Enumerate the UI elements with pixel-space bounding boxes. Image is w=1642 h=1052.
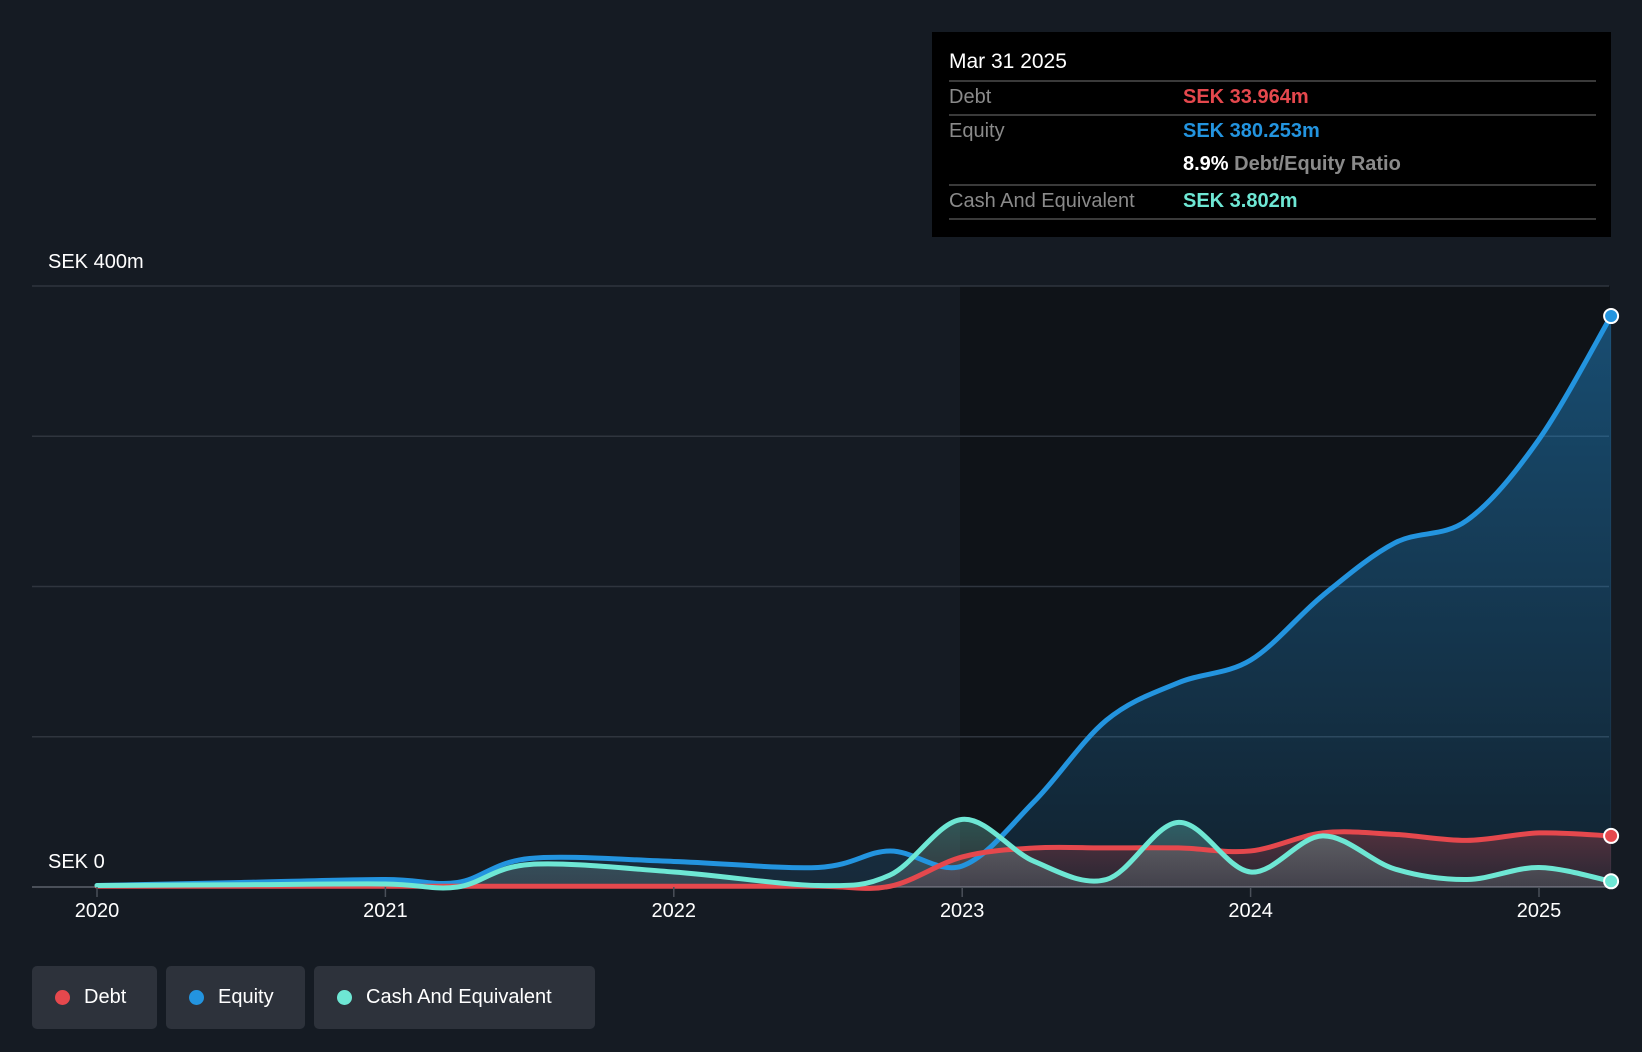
cash-and-equivalent-area — [97, 819, 1612, 888]
debt-end-point — [1603, 827, 1620, 844]
ratio-label: Debt/Equity Ratio — [1234, 153, 1401, 175]
x-tick-label: 2022 — [651, 900, 697, 922]
legend-cash[interactable]: Cash And Equivalent — [314, 966, 595, 1029]
debt-dot-icon — [55, 990, 70, 1005]
legend-debt[interactable]: Debt — [32, 966, 157, 1029]
tooltip-row-debt: Debt SEK 33.964m — [949, 80, 1596, 114]
x-tick-label: 2025 — [1516, 900, 1562, 922]
tooltip-ratio: 8.9% Debt/Equity Ratio — [1183, 153, 1401, 176]
cash-and-equivalent-line — [94, 816, 1614, 891]
tooltip-value: SEK 380.253m — [1183, 120, 1320, 142]
x-tick-label: 2020 — [74, 900, 120, 922]
tooltip-label: Equity — [949, 120, 1005, 142]
cash-dot-icon — [337, 990, 352, 1005]
tooltip-label: Cash And Equivalent — [949, 190, 1135, 212]
equity-line — [94, 313, 1614, 888]
tooltip: Mar 31 2025 Debt SEK 33.964m Equity SEK … — [932, 32, 1611, 237]
legend-label: Cash And Equivalent — [366, 986, 552, 1008]
tooltip-date: Mar 31 2025 — [949, 50, 1067, 73]
y-axis-bottom-label: SEK 0 — [48, 851, 105, 873]
legend-equity[interactable]: Equity — [166, 966, 305, 1029]
x-tick-label: 2023 — [939, 900, 985, 922]
tooltip-row-equity: Equity SEK 380.253m 8.9% Debt/Equity Rat… — [949, 114, 1596, 182]
legend-label: Debt — [84, 986, 127, 1008]
tooltip-row-cash: Cash And Equivalent SEK 3.802m — [949, 184, 1596, 220]
cash-and-equivalent-end-point — [1603, 873, 1620, 890]
ratio-value: 8.9% — [1183, 153, 1229, 175]
equity-end-point — [1603, 308, 1620, 325]
x-tick-label: 2024 — [1228, 900, 1273, 922]
y-axis-top-label: SEK 400m — [48, 251, 144, 273]
tooltip-value: SEK 3.802m — [1183, 190, 1298, 212]
tooltip-label: Debt — [949, 86, 992, 108]
x-tick-label: 2021 — [363, 900, 408, 922]
legend-label: Equity — [218, 986, 274, 1008]
equity-dot-icon — [189, 990, 204, 1005]
equity-area — [97, 316, 1612, 887]
tooltip-value: SEK 33.964m — [1183, 86, 1309, 108]
